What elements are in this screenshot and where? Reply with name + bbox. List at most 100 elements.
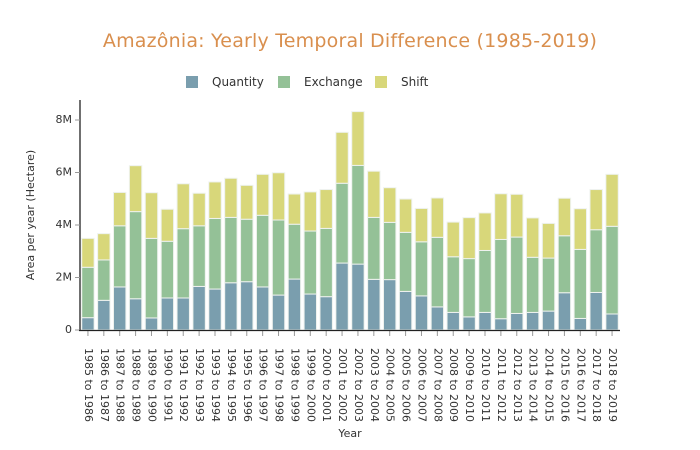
- bar-exchange[interactable]: [573, 248, 587, 319]
- bar-quantity[interactable]: [383, 279, 397, 331]
- bar-exchange[interactable]: [303, 230, 317, 295]
- bar-exchange[interactable]: [97, 259, 111, 301]
- bar-quantity[interactable]: [494, 318, 508, 331]
- bar-quantity[interactable]: [351, 263, 365, 331]
- bar-shift[interactable]: [589, 189, 603, 231]
- bar-quantity[interactable]: [319, 296, 333, 331]
- bar-quantity[interactable]: [176, 297, 190, 331]
- bar-quantity[interactable]: [462, 316, 476, 331]
- bar-quantity[interactable]: [208, 288, 222, 331]
- bar-exchange[interactable]: [605, 225, 619, 315]
- bar-quantity[interactable]: [414, 295, 429, 331]
- bar-shift[interactable]: [319, 189, 333, 229]
- bar-exchange[interactable]: [192, 225, 206, 287]
- bar-exchange[interactable]: [589, 229, 603, 293]
- bar-quantity[interactable]: [287, 278, 302, 331]
- bar-exchange[interactable]: [271, 219, 286, 296]
- bar-exchange[interactable]: [208, 217, 222, 290]
- bar-exchange[interactable]: [287, 223, 302, 280]
- bar-exchange[interactable]: [319, 227, 333, 298]
- bar-quantity[interactable]: [589, 291, 603, 331]
- bar-quantity[interactable]: [240, 281, 254, 331]
- bar-shift[interactable]: [462, 217, 476, 260]
- bar-quantity[interactable]: [192, 285, 206, 331]
- bar-exchange[interactable]: [224, 216, 238, 284]
- bar-exchange[interactable]: [510, 236, 524, 314]
- bar-quantity[interactable]: [525, 311, 540, 331]
- bar-quantity[interactable]: [224, 282, 238, 331]
- bar-quantity[interactable]: [160, 297, 175, 331]
- bar-exchange[interactable]: [494, 238, 508, 320]
- bar-exchange[interactable]: [351, 164, 365, 265]
- bar-shift[interactable]: [192, 192, 206, 227]
- bar-exchange[interactable]: [557, 235, 572, 294]
- bar-shift[interactable]: [557, 197, 572, 237]
- bar-shift[interactable]: [335, 131, 349, 184]
- bar-shift[interactable]: [81, 237, 95, 268]
- bar-quantity[interactable]: [113, 286, 127, 331]
- bar-shift[interactable]: [176, 183, 190, 230]
- bar-quantity[interactable]: [510, 312, 524, 331]
- bar-exchange[interactable]: [478, 249, 492, 313]
- bar-shift[interactable]: [525, 217, 540, 258]
- bar-quantity[interactable]: [605, 313, 619, 331]
- bar-quantity[interactable]: [81, 317, 95, 331]
- bar-shift[interactable]: [367, 170, 381, 218]
- bar-shift[interactable]: [398, 198, 413, 233]
- bar-quantity[interactable]: [446, 311, 460, 331]
- bar-shift[interactable]: [287, 193, 302, 225]
- legend-item-exchange[interactable]: Exchange: [278, 74, 363, 90]
- bar-quantity[interactable]: [271, 294, 286, 331]
- bar-exchange[interactable]: [255, 214, 270, 288]
- bar-exchange[interactable]: [446, 256, 460, 313]
- bar-shift[interactable]: [303, 191, 317, 232]
- bar-shift[interactable]: [113, 191, 127, 227]
- bar-exchange[interactable]: [144, 237, 159, 319]
- bar-quantity[interactable]: [255, 286, 270, 331]
- bar-shift[interactable]: [351, 111, 365, 166]
- bar-shift[interactable]: [541, 222, 556, 259]
- bar-quantity[interactable]: [478, 311, 492, 331]
- bar-exchange[interactable]: [525, 256, 540, 313]
- bar-exchange[interactable]: [383, 221, 397, 281]
- bar-shift[interactable]: [605, 173, 619, 227]
- bar-shift[interactable]: [97, 233, 111, 261]
- bar-exchange[interactable]: [430, 236, 445, 308]
- bar-shift[interactable]: [510, 193, 524, 238]
- bar-quantity[interactable]: [367, 278, 381, 331]
- bar-shift[interactable]: [160, 208, 175, 242]
- bar-quantity[interactable]: [573, 317, 587, 331]
- bar-shift[interactable]: [573, 208, 587, 250]
- bar-quantity[interactable]: [557, 292, 572, 331]
- bar-exchange[interactable]: [367, 216, 381, 280]
- bar-quantity[interactable]: [303, 293, 317, 331]
- legend-item-quantity[interactable]: Quantity: [186, 74, 264, 90]
- bar-exchange[interactable]: [81, 266, 95, 319]
- bar-shift[interactable]: [240, 184, 254, 220]
- bar-exchange[interactable]: [128, 211, 143, 300]
- bar-exchange[interactable]: [176, 228, 190, 299]
- bar-shift[interactable]: [383, 187, 397, 223]
- bar-shift[interactable]: [446, 221, 460, 258]
- bar-shift[interactable]: [224, 177, 238, 218]
- bar-shift[interactable]: [255, 173, 270, 216]
- bar-quantity[interactable]: [541, 310, 556, 331]
- bar-exchange[interactable]: [113, 225, 127, 288]
- bar-exchange[interactable]: [462, 258, 476, 318]
- legend-item-shift[interactable]: Shift: [375, 74, 428, 90]
- bar-shift[interactable]: [478, 212, 492, 251]
- bar-quantity[interactable]: [128, 298, 143, 331]
- bar-shift[interactable]: [208, 181, 222, 219]
- bar-exchange[interactable]: [160, 240, 175, 299]
- bar-exchange[interactable]: [240, 218, 254, 283]
- bar-shift[interactable]: [414, 207, 429, 243]
- bar-shift[interactable]: [271, 172, 286, 221]
- bar-quantity[interactable]: [398, 290, 413, 331]
- bar-shift[interactable]: [144, 192, 159, 239]
- bar-quantity[interactable]: [335, 262, 349, 331]
- bar-shift[interactable]: [430, 197, 445, 238]
- bar-shift[interactable]: [128, 165, 143, 213]
- bar-quantity[interactable]: [97, 299, 111, 331]
- bar-quantity[interactable]: [144, 317, 159, 331]
- bar-exchange[interactable]: [335, 182, 349, 264]
